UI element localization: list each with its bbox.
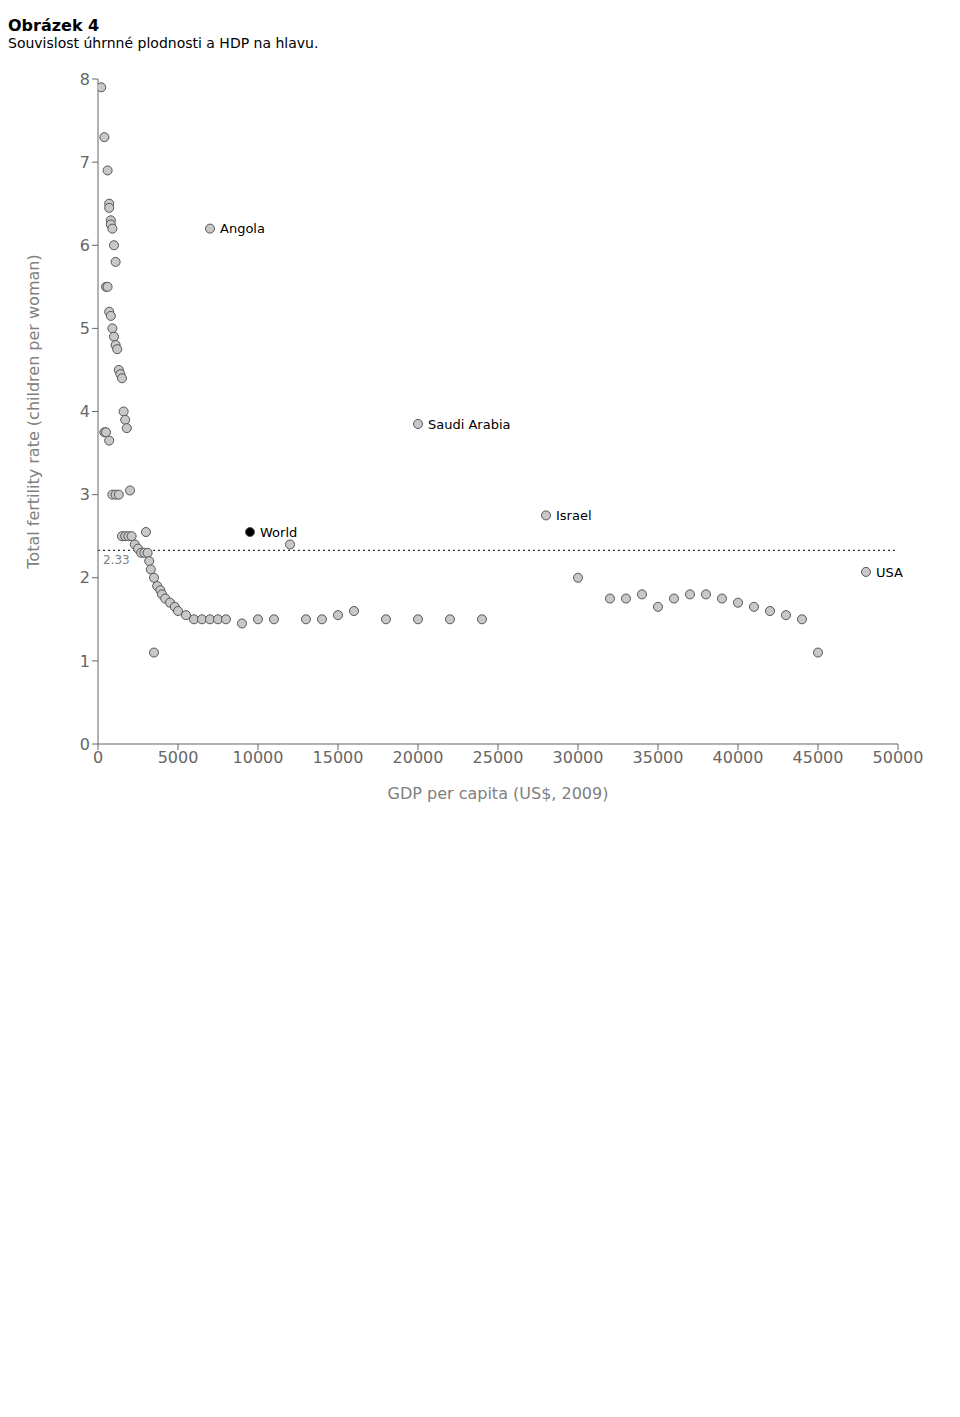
- svg-text:5: 5: [80, 319, 90, 338]
- svg-text:USA: USA: [876, 565, 903, 580]
- svg-text:World: World: [260, 525, 297, 540]
- svg-text:15000: 15000: [313, 748, 364, 767]
- svg-text:4: 4: [80, 402, 90, 421]
- svg-text:35000: 35000: [633, 748, 684, 767]
- svg-text:GDP per capita (US$, 2009): GDP per capita (US$, 2009): [388, 784, 609, 803]
- svg-text:Total fertility rate (children: Total fertility rate (children per woman…: [24, 254, 43, 569]
- svg-text:10000: 10000: [233, 748, 284, 767]
- svg-text:40000: 40000: [713, 748, 764, 767]
- svg-text:Angola: Angola: [220, 221, 265, 236]
- svg-text:8: 8: [80, 70, 90, 89]
- svg-text:20000: 20000: [393, 748, 444, 767]
- svg-text:3: 3: [80, 485, 90, 504]
- svg-text:25000: 25000: [473, 748, 524, 767]
- svg-text:2.33: 2.33: [103, 553, 130, 567]
- svg-text:30000: 30000: [553, 748, 604, 767]
- svg-text:1: 1: [80, 652, 90, 671]
- svg-text:6: 6: [80, 236, 90, 255]
- svg-text:7: 7: [80, 153, 90, 172]
- svg-text:Israel: Israel: [556, 508, 592, 523]
- svg-text:45000: 45000: [793, 748, 844, 767]
- svg-text:2: 2: [80, 568, 90, 587]
- svg-text:Saudi Arabia: Saudi Arabia: [428, 417, 511, 432]
- svg-text:5000: 5000: [158, 748, 199, 767]
- svg-text:0: 0: [93, 748, 103, 767]
- html-text:Souvislost úhrnné plodnosti a: Souvislost úhrnné plodnosti a HDP na hla…: [8, 35, 319, 51]
- html-text:Obrázek 4: Obrázek 4: [8, 16, 100, 35]
- svg-text:0: 0: [80, 735, 90, 754]
- svg-text:50000: 50000: [873, 748, 924, 767]
